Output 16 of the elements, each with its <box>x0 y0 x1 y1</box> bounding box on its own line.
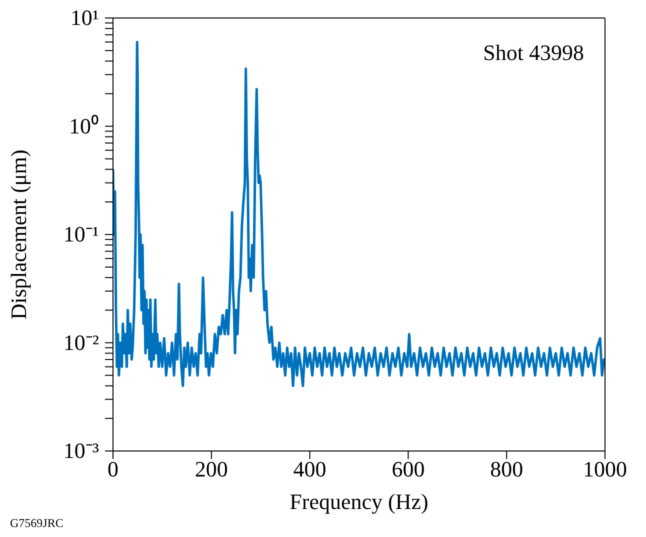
y-tick-label: 10⁻² <box>63 330 100 355</box>
x-tick-label: 600 <box>392 456 425 482</box>
x-tick-label: 200 <box>194 456 228 482</box>
x-tick-label: 1000 <box>583 456 627 482</box>
text: G7569JRC <box>10 516 64 531</box>
x-tick-label: 400 <box>293 456 326 482</box>
y-tick-label: 10⁻³ <box>63 438 100 463</box>
annotation: Shot 43998 <box>483 40 584 66</box>
x-tick-label: 800 <box>490 456 524 482</box>
y-tick-label: 10⁻¹ <box>63 222 99 246</box>
y-tick-label: 10¹ <box>70 5 99 30</box>
y-axis-title: Displacement (μm) <box>6 149 31 320</box>
y-tick-label: 10⁰ <box>69 113 99 138</box>
x-tick-label: 0 <box>108 456 118 482</box>
line-series <box>113 40 605 388</box>
x-axis-title: Frequency (Hz) <box>290 489 428 514</box>
